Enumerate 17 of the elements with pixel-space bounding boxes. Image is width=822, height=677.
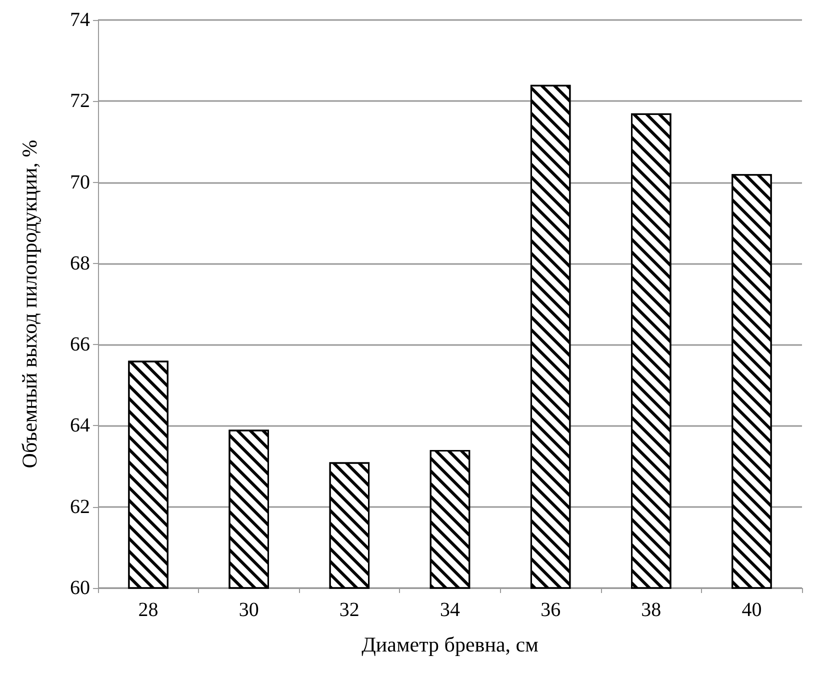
x-tick-label: 40 xyxy=(742,599,762,621)
y-tick-label: 70 xyxy=(70,171,90,194)
x-tick-label: 30 xyxy=(238,599,259,621)
x-tick-label: 38 xyxy=(641,599,662,621)
y-tick-label: 62 xyxy=(70,496,90,518)
x-tick-label: 34 xyxy=(440,599,460,621)
y-tick-label: 74 xyxy=(70,9,90,31)
x-tick-label: 28 xyxy=(138,599,158,621)
y-tick-label: 68 xyxy=(70,252,90,274)
x-tick-label: 36 xyxy=(540,599,561,621)
x-axis-title: Диаметр бревна, см xyxy=(362,632,538,656)
x-tick-label: 32 xyxy=(339,599,360,621)
y-tick-label: 72 xyxy=(70,90,90,112)
y-axis-title: Объемный выход пилопродукции, % xyxy=(18,140,42,468)
y-tick-label: 60 xyxy=(70,577,90,599)
y-tick-label: 64 xyxy=(70,414,90,437)
y-tick-label: 66 xyxy=(70,334,90,356)
